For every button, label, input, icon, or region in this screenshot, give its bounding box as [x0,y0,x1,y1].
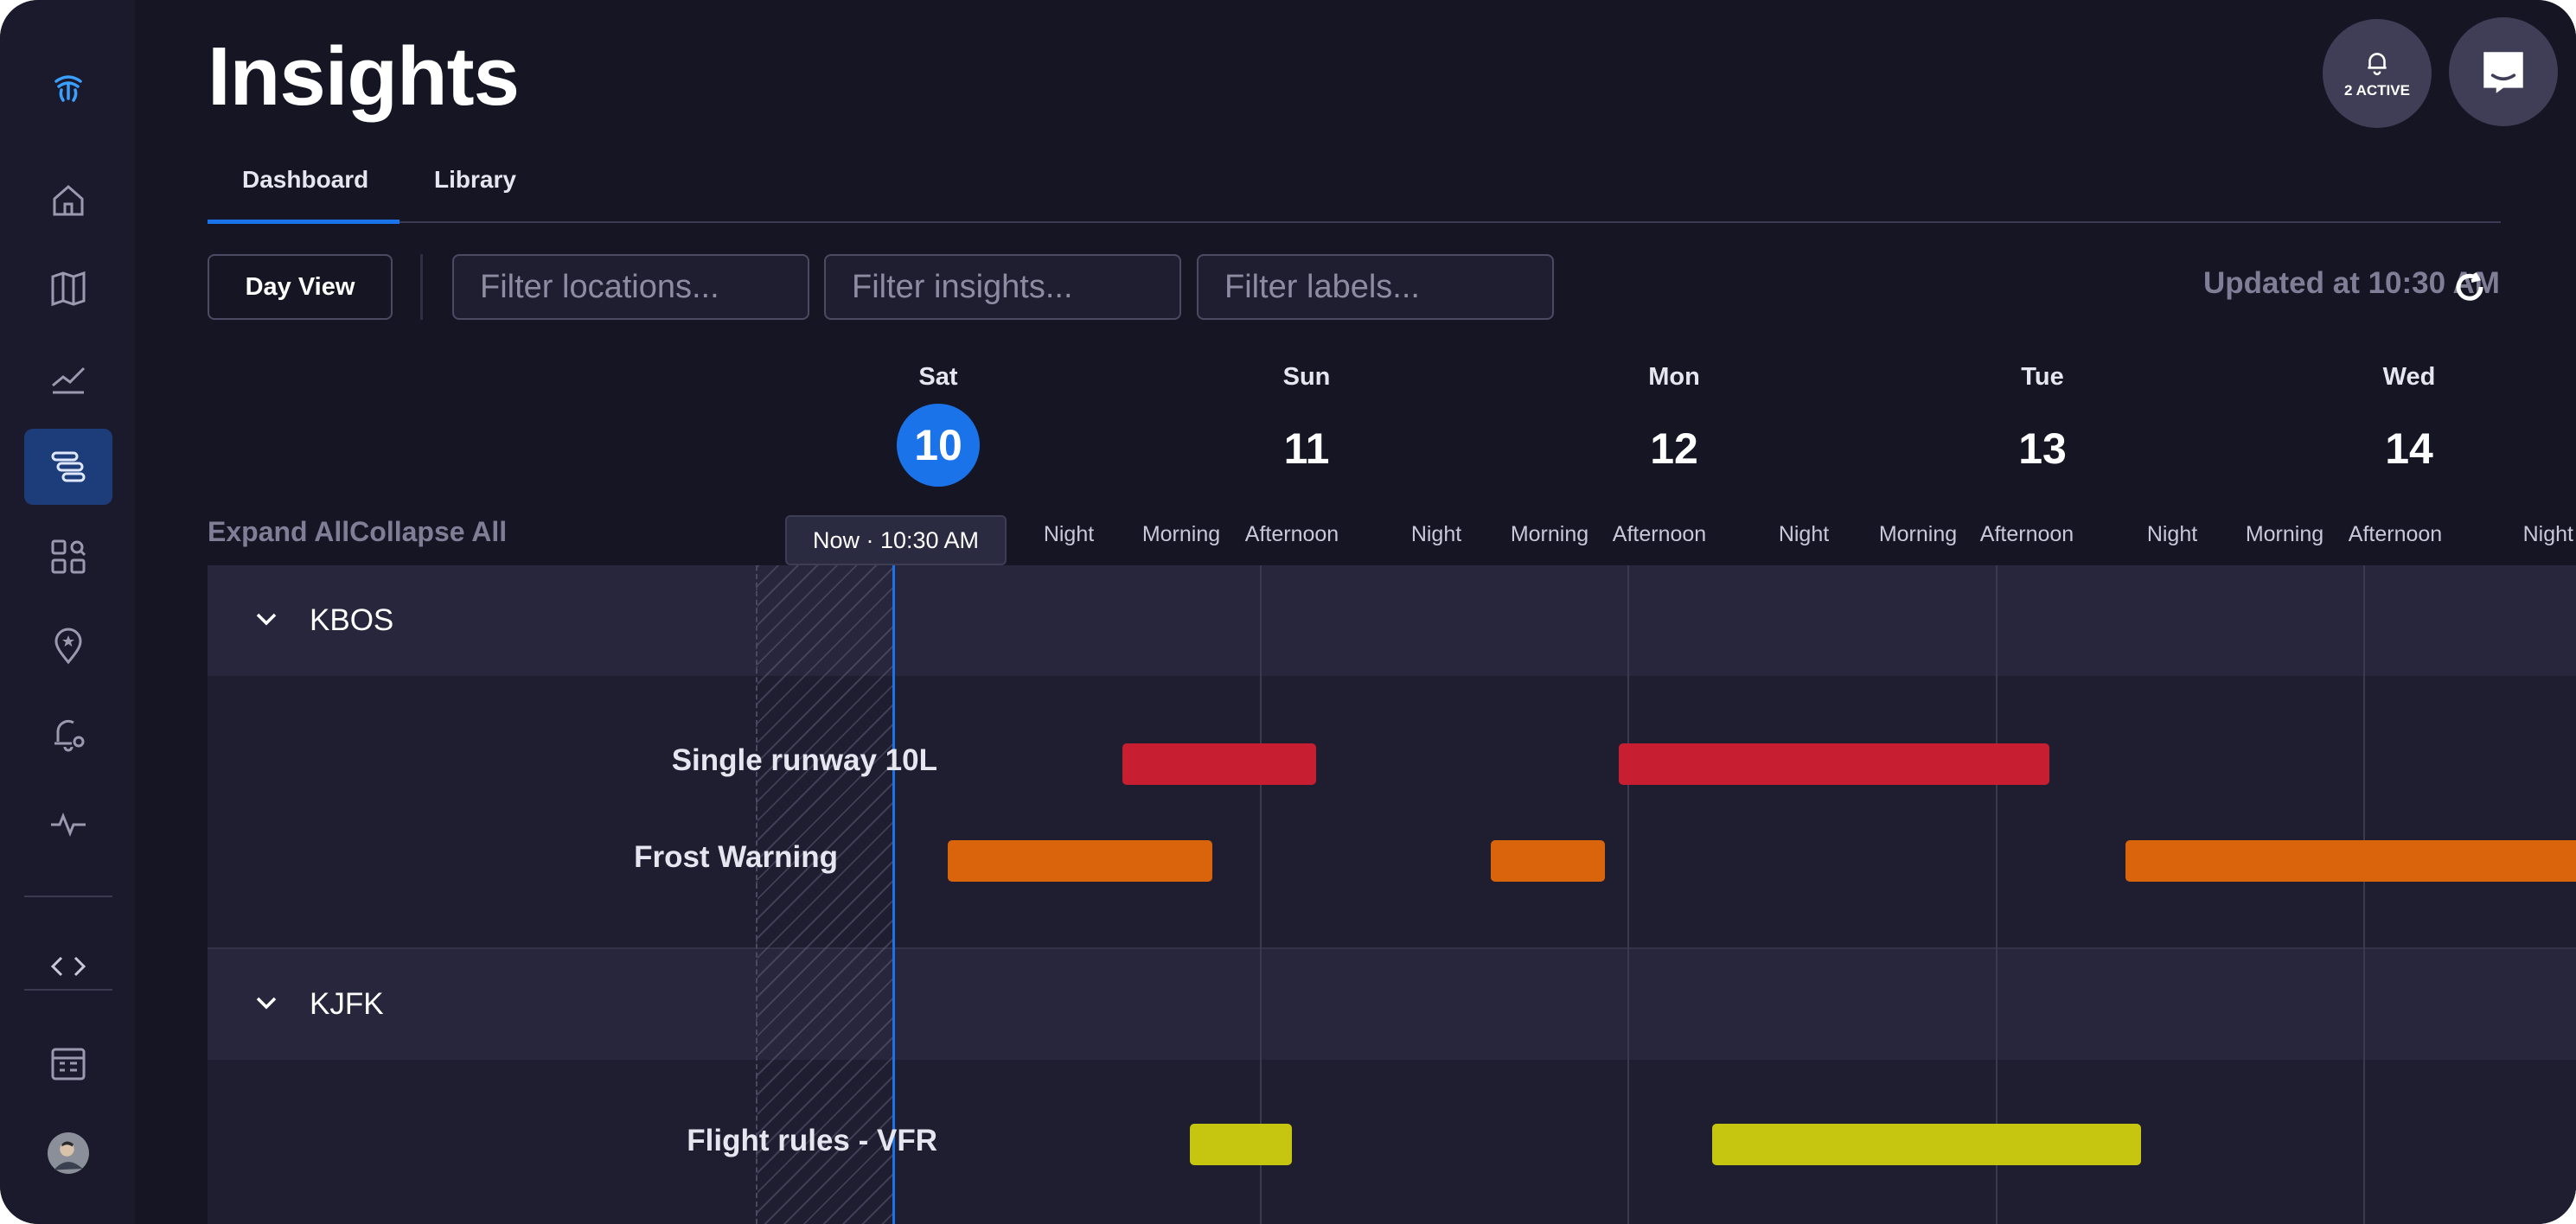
day-name: Sun [1282,363,1331,391]
period-label: Morning [1878,522,1958,546]
updated-timestamp: Updated at 10:30 AM [2203,266,2500,300]
location-star-icon[interactable] [24,607,112,683]
day-header: Tue 13 [1956,363,2129,490]
refresh-icon[interactable] [2452,270,2487,304]
trend-icon[interactable] [24,339,112,415]
period-label: Night [1043,522,1095,546]
map-icon[interactable] [24,251,112,327]
alerts-count: 2 ACTIVE [2344,82,2410,99]
day-name: Sat [918,363,958,391]
group-name: KJFK [310,987,384,1021]
insight-bar[interactable] [1122,743,1316,785]
insight-label: Flight rules - VFR [687,1124,937,1157]
collapse-all-button[interactable]: Collapse All [349,516,508,547]
page-title: Insights [208,30,520,123]
period-label: Morning [2245,522,2324,546]
day-number: 14 [2385,424,2433,473]
sidebar [0,0,137,1224]
day-header: Wed 14 [2323,363,2496,490]
timeline-icon[interactable] [24,429,112,505]
pulse-icon[interactable] [24,785,112,861]
bell-settings-icon[interactable] [24,695,112,771]
day-name: Wed [2382,363,2436,391]
insight-bar[interactable] [2125,840,2576,882]
past-time-shading [756,565,892,1224]
insight-bar[interactable] [1712,1124,2141,1165]
day-view-button[interactable]: Day View [208,254,393,320]
insight-label: Frost Warning [634,840,838,874]
day-gridline [1260,565,1262,1224]
day-header: Sat 10 [852,363,1025,487]
tabs-divider [208,221,2501,223]
day-header: Sun 11 [1220,363,1393,490]
group-name: KBOS [310,603,394,637]
group-header-kjfk[interactable]: KJFK [208,949,2576,1060]
tab-active-indicator [208,220,400,224]
chat-icon [2483,52,2523,93]
filter-labels-input[interactable]: Filter labels... [1197,254,1554,320]
insight-label: Single runway 10L [671,743,937,777]
avatar[interactable] [24,1115,112,1191]
insight-bar[interactable] [1619,743,2049,785]
period-label: Afternoon [2348,522,2443,546]
period-label: Morning [1510,522,1589,546]
insight-bar[interactable] [1190,1124,1292,1165]
now-time-badge: Now · 10:30 AM [785,515,1007,565]
filter-locations-input[interactable]: Filter locations... [452,254,809,320]
day-header: Mon 12 [1588,363,1761,490]
sidebar-divider [24,989,112,991]
insight-bar[interactable] [1491,840,1605,882]
tab-library[interactable]: Library [434,166,516,193]
logo-icon[interactable] [24,48,112,124]
chevron-down-icon[interactable] [251,987,282,1018]
day-name: Mon [1648,363,1700,391]
alerts-button[interactable]: 2 ACTIVE [2323,19,2432,128]
toolbar-divider [420,254,423,320]
chevron-down-icon[interactable] [251,603,282,634]
day-gridline [1996,565,1998,1224]
day-number-today: 10 [897,404,980,487]
period-label: Afternoon [1244,522,1339,546]
now-marker-line [892,565,895,1224]
tab-dashboard[interactable]: Dashboard [242,166,369,193]
period-label: Afternoon [1979,522,2074,546]
code-icon[interactable] [24,928,112,1004]
calendar-icon[interactable] [24,1025,112,1101]
day-name: Tue [2021,363,2064,391]
home-icon[interactable] [24,163,112,239]
day-number: 13 [2018,424,2067,473]
chat-button[interactable] [2449,17,2558,126]
filter-insights-input[interactable]: Filter insights... [824,254,1181,320]
period-label: Night [2146,522,2198,546]
period-label: Night [1410,522,1462,546]
expand-all-button[interactable]: Expand All [208,516,350,547]
grid-search-icon[interactable] [24,519,112,595]
day-gridline [1627,565,1629,1224]
insight-bar[interactable] [948,840,1212,882]
period-label: Night [1778,522,1830,546]
group-header-kbos[interactable]: KBOS [208,565,2576,676]
group-divider [208,947,2576,950]
period-label: Afternoon [1612,522,1707,546]
expand-collapse-controls: Expand AllCollapse All [208,516,507,548]
period-label: Morning [1141,522,1221,546]
bell-icon [2368,53,2387,76]
period-label: Night [2522,522,2573,546]
day-number: 11 [1283,424,1330,473]
day-number: 12 [1650,424,1698,473]
timeline-grid: KBOS KJFK Single runway 10L Frost Warnin… [208,565,2576,1224]
main-content: Insights 2 ACTIVE Dashboard Library Day … [135,0,2576,1224]
sidebar-divider [24,896,112,897]
day-gridline [2363,565,2365,1224]
